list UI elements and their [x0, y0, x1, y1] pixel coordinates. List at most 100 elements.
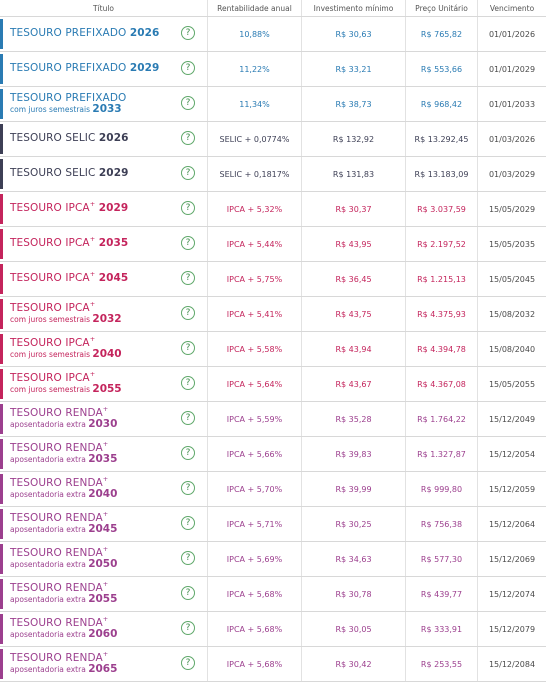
table-row[interactable]: TESOURO IPCA+ com juros semestrais 2032? I… [0, 297, 546, 332]
bond-year: 2055 [88, 593, 118, 605]
help-icon[interactable]: ? [181, 516, 195, 530]
help-icon[interactable]: ? [181, 201, 195, 215]
table-row[interactable]: TESOURO RENDA+ aposentadoria extra 2040? I… [0, 472, 546, 507]
preco-value: R$ 577,30 [405, 542, 477, 576]
table-row[interactable]: TESOURO IPCA+ com juros semestrais 2055? I… [0, 367, 546, 402]
table-row[interactable]: TESOURO IPCA+ 2029? IPCA + 5,32% R$ 30,37 R… [0, 192, 546, 227]
category-color-bar [0, 649, 3, 679]
header-preco[interactable]: Preço Unitário [405, 0, 477, 16]
bond-name-text: TESOURO SELIC [10, 132, 96, 145]
help-icon[interactable]: ? [181, 341, 195, 355]
category-color-bar [0, 474, 3, 504]
help-icon[interactable]: ? [181, 306, 195, 320]
header-investimento[interactable]: Investimento mínimo [301, 0, 405, 16]
preco-value: R$ 4.375,93 [405, 297, 477, 331]
table-row[interactable]: TESOURO PREFIXADO com juros semestrais 20… [0, 87, 546, 122]
help-icon[interactable]: ? [181, 481, 195, 495]
bond-year: 2050 [88, 558, 118, 570]
bond-name-text: TESOURO IPCA [10, 301, 90, 314]
help-icon[interactable]: ? [181, 586, 195, 600]
bond-title-cell[interactable]: TESOURO RENDA+ aposentadoria extra 2065? [0, 647, 207, 681]
bond-plus-mark: + [102, 579, 109, 588]
bond-title-cell[interactable]: TESOURO RENDA+ aposentadoria extra 2055? [0, 577, 207, 611]
bond-name-text: TESOURO RENDA [10, 651, 103, 664]
bond-name-text: TESOURO PREFIXADO [10, 27, 127, 40]
vencimento-value: 01/01/2026 [477, 17, 546, 51]
bond-subtitle: aposentadoria extra [10, 525, 86, 534]
bond-title-cell[interactable]: TESOURO RENDA+ aposentadoria extra 2030? [0, 402, 207, 436]
bond-title-cell[interactable]: TESOURO PREFIXADO 2026? [0, 17, 207, 51]
bond-title-cell[interactable]: TESOURO IPCA+ 2035? [0, 227, 207, 261]
table-row[interactable]: TESOURO IPCA+ 2035? IPCA + 5,44% R$ 43,95 R… [0, 227, 546, 262]
bond-title-cell[interactable]: TESOURO PREFIXADO com juros semestrais 20… [0, 87, 207, 121]
header-vencimento[interactable]: Vencimento [477, 0, 546, 16]
preco-value: R$ 13.183,09 [405, 157, 477, 191]
table-row[interactable]: TESOURO RENDA+ aposentadoria extra 2030? I… [0, 402, 546, 437]
bond-title-cell[interactable]: TESOURO RENDA+ aposentadoria extra 2035? [0, 437, 207, 471]
help-icon[interactable]: ? [181, 96, 195, 110]
vencimento-value: 15/12/2064 [477, 507, 546, 541]
bond-title-cell[interactable]: TESOURO IPCA+ com juros semestrais 2055? [0, 367, 207, 401]
preco-value: R$ 756,38 [405, 507, 477, 541]
preco-value: R$ 4.367,08 [405, 367, 477, 401]
category-color-bar [0, 544, 3, 574]
table-body: TESOURO PREFIXADO 2026? 10,88% R$ 30,63 R$ … [0, 17, 546, 682]
bond-title-cell[interactable]: TESOURO RENDA+ aposentadoria extra 2045? [0, 507, 207, 541]
help-icon[interactable]: ? [181, 131, 195, 145]
table-row[interactable]: TESOURO PREFIXADO 2026? 10,88% R$ 30,63 R$ … [0, 17, 546, 52]
vencimento-value: 15/12/2059 [477, 472, 546, 506]
bond-plus-mark: + [89, 299, 96, 308]
help-icon[interactable]: ? [181, 621, 195, 635]
bond-year: 2055 [92, 383, 122, 395]
help-icon[interactable]: ? [181, 411, 195, 425]
bond-title-cell[interactable]: TESOURO RENDA+ aposentadoria extra 2060? [0, 612, 207, 646]
bond-title-cell[interactable]: TESOURO RENDA+ aposentadoria extra 2040? [0, 472, 207, 506]
bond-name: TESOURO IPCA+ 2029 [10, 201, 128, 214]
category-color-bar [0, 229, 3, 259]
bond-title-cell[interactable]: TESOURO SELIC 2029? [0, 157, 207, 191]
table-row[interactable]: TESOURO RENDA+ aposentadoria extra 2050? I… [0, 542, 546, 577]
table-row[interactable]: TESOURO RENDA+ aposentadoria extra 2055? I… [0, 577, 546, 612]
bond-title-cell[interactable]: TESOURO IPCA+ com juros semestrais 2032? [0, 297, 207, 331]
help-icon[interactable]: ? [181, 656, 195, 670]
table-row[interactable]: TESOURO IPCA+ com juros semestrais 2040? I… [0, 332, 546, 367]
table-row[interactable]: TESOURO RENDA+ aposentadoria extra 2060? I… [0, 612, 546, 647]
help-icon[interactable]: ? [181, 446, 195, 460]
investimento-value: R$ 43,75 [301, 297, 405, 331]
table-row[interactable]: TESOURO SELIC 2026? SELIC + 0,0774% R$ 132… [0, 122, 546, 157]
rentabilidade-value: IPCA + 5,32% [207, 192, 301, 226]
header-titulo[interactable]: Título [92, 3, 115, 13]
category-color-bar [0, 439, 3, 469]
help-icon[interactable]: ? [181, 236, 195, 250]
header-rentabilidade[interactable]: Rentabilidade anual [207, 0, 301, 16]
rentabilidade-value: SELIC + 0,1817% [207, 157, 301, 191]
help-icon[interactable]: ? [181, 61, 195, 75]
bond-title-cell[interactable]: TESOURO IPCA+ 2029? [0, 192, 207, 226]
table-row[interactable]: TESOURO PREFIXADO 2029? 11,22% R$ 33,21 R$ … [0, 52, 546, 87]
table-row[interactable]: TESOURO IPCA+ 2045? IPCA + 5,75% R$ 36,45 R… [0, 262, 546, 297]
bond-title-cell[interactable]: TESOURO IPCA+ 2045? [0, 262, 207, 296]
rentabilidade-value: 11,34% [207, 87, 301, 121]
bond-name: TESOURO RENDA+ aposentadoria extra 2045 [10, 511, 117, 535]
table-row[interactable]: TESOURO RENDA+ aposentadoria extra 2045? I… [0, 507, 546, 542]
table-row[interactable]: TESOURO SELIC 2029? SELIC + 0,1817% R$ 131… [0, 157, 546, 192]
bond-plus-mark: + [89, 334, 96, 343]
help-icon[interactable]: ? [181, 26, 195, 40]
table-row[interactable]: TESOURO RENDA+ aposentadoria extra 2035? I… [0, 437, 546, 472]
bond-name: TESOURO IPCA+ com juros semestrais 2055 [10, 371, 122, 395]
category-color-bar [0, 579, 3, 609]
bond-name: TESOURO PREFIXADO 2026 [10, 28, 159, 39]
help-icon[interactable]: ? [181, 271, 195, 285]
bond-title-cell[interactable]: TESOURO PREFIXADO 2029? [0, 52, 207, 86]
vencimento-value: 15/08/2032 [477, 297, 546, 331]
bond-title-cell[interactable]: TESOURO SELIC 2026? [0, 122, 207, 156]
bond-title-cell[interactable]: TESOURO IPCA+ com juros semestrais 2040? [0, 332, 207, 366]
preco-value: R$ 1.764,22 [405, 402, 477, 436]
help-icon[interactable]: ? [181, 376, 195, 390]
help-icon[interactable]: ? [181, 166, 195, 180]
investimento-value: R$ 30,42 [301, 647, 405, 681]
bond-title-cell[interactable]: TESOURO RENDA+ aposentadoria extra 2050? [0, 542, 207, 576]
help-icon[interactable]: ? [181, 551, 195, 565]
table-row[interactable]: TESOURO RENDA+ aposentadoria extra 2065? I… [0, 647, 546, 682]
vencimento-value: 15/12/2084 [477, 647, 546, 681]
